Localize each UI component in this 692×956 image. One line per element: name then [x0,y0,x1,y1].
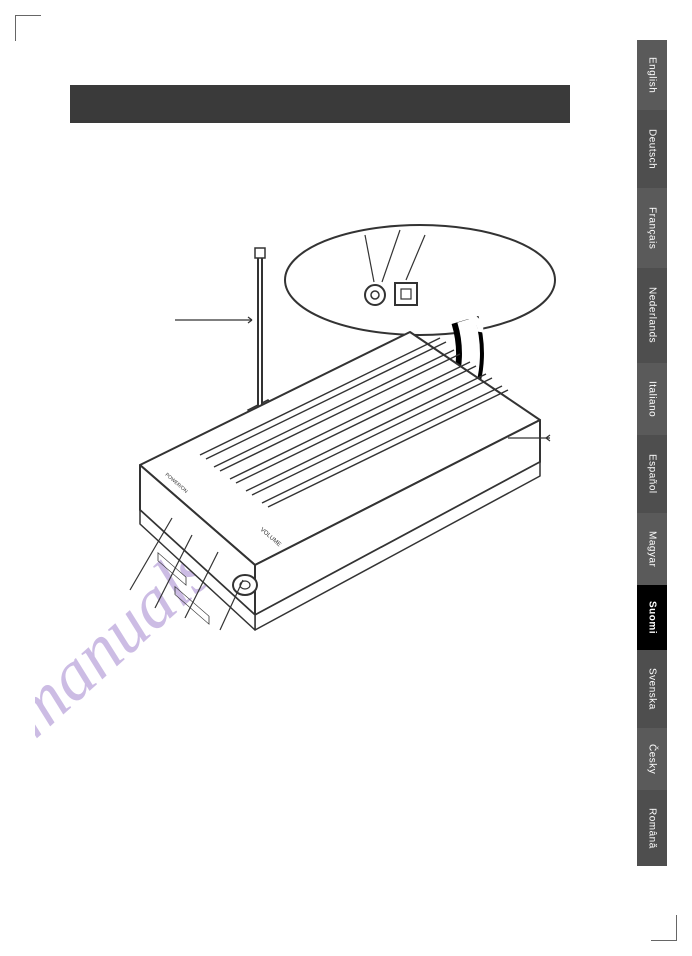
crop-mark-br [651,915,677,941]
lang-tab-français[interactable]: Français [637,188,667,268]
lang-tab-label: Français [647,207,658,249]
lang-tab-español[interactable]: Español [637,435,667,513]
front-label-1 [175,587,209,625]
lang-tab-magyar[interactable]: Magyar [637,513,667,585]
lang-tab-label: Nederlands [647,287,658,343]
lang-tab-label: Română [647,808,658,849]
lang-tab-nederlands[interactable]: Nederlands [637,268,667,363]
language-tabs: English Deutsch Français Nederlands Italiano… [637,40,667,866]
lang-tab-label: Suomi [647,601,658,634]
device-diagram: VOLUME POWER/ON [80,220,570,640]
crop-mark-tl [15,15,41,41]
title-bar [70,85,570,123]
lang-tab-label: Magyar [647,531,658,567]
lang-tab-suomi[interactable]: Suomi [637,585,667,650]
lang-tab-label: Svenska [647,668,658,710]
lang-tab-svenska[interactable]: Svenska [637,650,667,728]
lang-tab-română[interactable]: Română [637,790,667,866]
antenna [248,248,274,418]
lang-tab-label: Deutsch [647,129,658,169]
lang-tab-label: Español [647,454,658,494]
lang-tab-english[interactable]: English [637,40,667,110]
lang-tab-italiano[interactable]: Italiano [637,363,667,435]
lang-tab-label: English [647,57,658,93]
lang-tab-label: Česky [647,744,658,774]
lang-tab-deutsch[interactable]: Deutsch [637,110,667,188]
detail-callout [285,225,555,335]
lang-tab-česky[interactable]: Česky [637,728,667,790]
lang-tab-label: Italiano [647,381,658,417]
